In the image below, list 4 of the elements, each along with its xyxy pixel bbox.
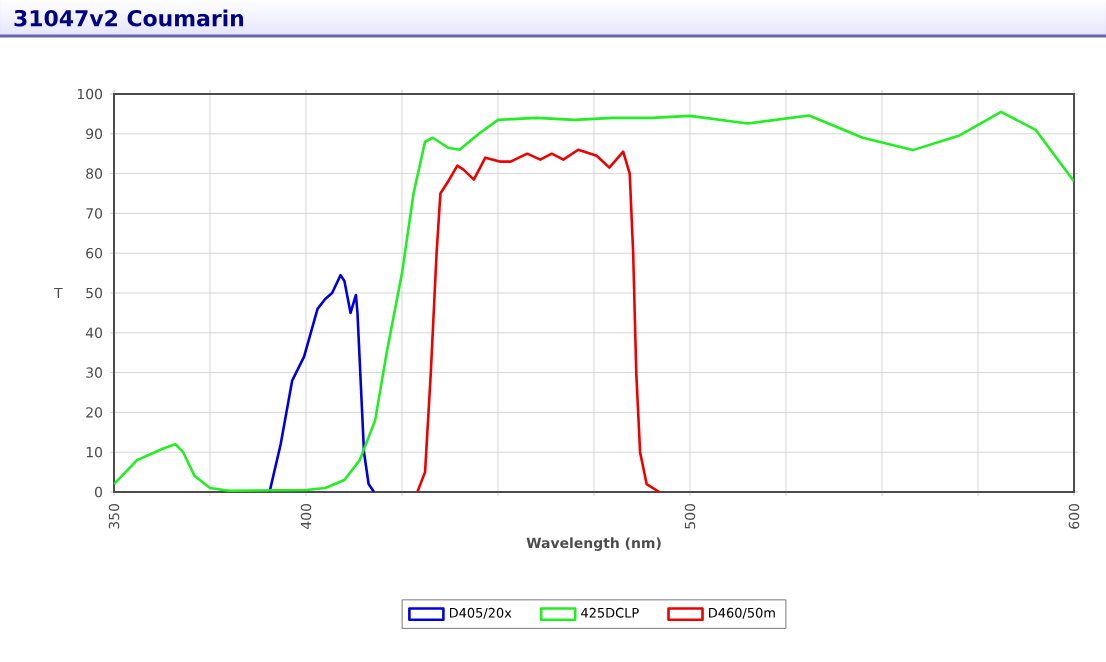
- line-series: [416, 148, 661, 492]
- line-series: [268, 273, 376, 492]
- line-series: [114, 110, 1075, 492]
- chart-title: 31047v2 Coumarin: [14, 9, 244, 27]
